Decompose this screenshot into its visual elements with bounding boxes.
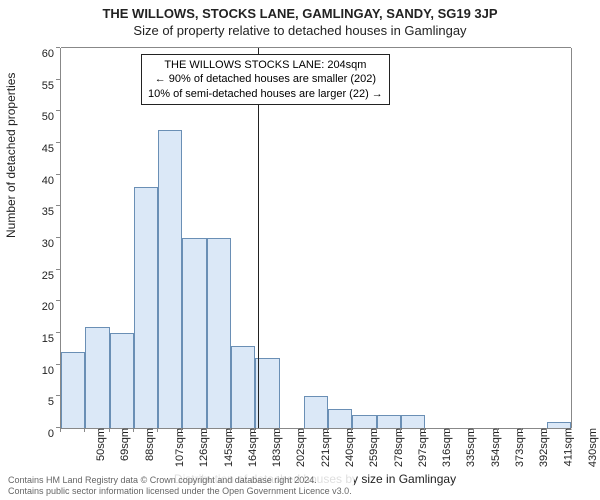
x-tick-label: 202sqm	[296, 428, 308, 467]
y-tick-label: 35	[42, 206, 54, 218]
x-tick-label: 278sqm	[393, 428, 405, 467]
x-tick-label: 164sqm	[247, 428, 259, 467]
annotation-line: THE WILLOWS STOCKS LANE: 204sqm	[148, 58, 383, 72]
x-tick-mark	[133, 428, 134, 432]
x-tick-label: 335sqm	[466, 428, 478, 467]
page-subtitle: Size of property relative to detached ho…	[0, 23, 600, 38]
footer-line: Contains HM Land Registry data © Crown c…	[8, 475, 352, 486]
y-tick-label: 15	[42, 333, 54, 345]
x-tick-mark	[254, 428, 255, 432]
y-tick-label: 45	[42, 143, 54, 155]
x-tick-mark	[303, 428, 304, 432]
histogram-bar	[182, 238, 206, 428]
footer-attribution: Contains HM Land Registry data © Crown c…	[6, 474, 354, 498]
chart-border	[571, 48, 572, 428]
y-tick-label: 50	[42, 111, 54, 123]
x-tick-mark	[521, 428, 522, 432]
x-tick-mark	[351, 428, 352, 432]
x-tick-mark	[230, 428, 231, 432]
y-tick-label: 40	[42, 175, 54, 187]
x-tick-label: 392sqm	[538, 428, 550, 467]
x-tick-mark	[497, 428, 498, 432]
x-tick-mark	[60, 428, 61, 432]
y-tick-label: 55	[42, 80, 54, 92]
histogram-bar	[158, 130, 182, 428]
histogram-bar	[134, 187, 158, 428]
x-tick-mark	[400, 428, 401, 432]
histogram-bar	[110, 333, 134, 428]
x-tick-mark	[279, 428, 280, 432]
histogram-bar	[328, 409, 352, 428]
x-tick-mark	[181, 428, 182, 432]
y-tick-label: 30	[42, 238, 54, 250]
x-tick-mark	[327, 428, 328, 432]
y-tick-label: 0	[48, 428, 54, 440]
x-tick-mark	[449, 428, 450, 432]
x-tick-label: 50sqm	[95, 428, 107, 461]
histogram-chart: THE WILLOWS STOCKS LANE: 204sqm← 90% of …	[60, 48, 571, 429]
x-tick-label: 411sqm	[562, 428, 574, 466]
x-tick-label: 88sqm	[144, 428, 156, 461]
histogram-bar	[377, 415, 401, 428]
histogram-bar	[352, 415, 376, 428]
x-tick-label: 183sqm	[271, 428, 283, 467]
x-tick-mark	[157, 428, 158, 432]
marker-line	[258, 48, 259, 428]
x-tick-label: 259sqm	[368, 428, 380, 467]
x-tick-mark	[473, 428, 474, 432]
x-tick-mark	[424, 428, 425, 432]
footer-line: Contains public sector information licen…	[8, 486, 352, 497]
x-tick-mark	[206, 428, 207, 432]
histogram-bar	[61, 352, 85, 428]
x-tick-label: 373sqm	[514, 428, 526, 467]
chart-border	[61, 47, 571, 48]
page-title: THE WILLOWS, STOCKS LANE, GAMLINGAY, SAN…	[0, 6, 600, 21]
y-tick-label: 5	[48, 396, 54, 408]
histogram-bar	[255, 358, 279, 428]
histogram-bar	[207, 238, 231, 428]
annotation-line: ← 90% of detached houses are smaller (20…	[148, 72, 383, 86]
x-tick-label: 430sqm	[587, 428, 599, 467]
x-tick-label: 145sqm	[223, 428, 235, 467]
y-tick-label: 25	[42, 270, 54, 282]
x-tick-label: 240sqm	[344, 428, 356, 467]
x-tick-mark	[84, 428, 85, 432]
x-tick-label: 69sqm	[119, 428, 131, 461]
histogram-bar	[85, 327, 109, 428]
y-tick-label: 20	[42, 301, 54, 313]
x-tick-mark	[546, 428, 547, 432]
x-tick-label: 297sqm	[417, 428, 429, 467]
y-tick-label: 10	[42, 365, 54, 377]
x-axis: 50sqm 69sqm 88sqm 107sqm 126sqm 145sqm 164sqm 1…	[60, 428, 570, 478]
x-tick-label: 316sqm	[441, 428, 453, 467]
histogram-bar	[401, 415, 425, 428]
y-tick-label: 60	[42, 48, 54, 60]
annotation-box: THE WILLOWS STOCKS LANE: 204sqm← 90% of …	[141, 54, 390, 105]
x-tick-mark	[376, 428, 377, 432]
x-tick-label: 126sqm	[198, 428, 210, 467]
annotation-line: 10% of semi-detached houses are larger (…	[148, 87, 383, 101]
x-tick-mark	[109, 428, 110, 432]
histogram-bar	[231, 346, 255, 428]
x-tick-label: 107sqm	[174, 428, 186, 467]
x-tick-label: 354sqm	[490, 428, 502, 467]
x-tick-label: 221sqm	[320, 428, 332, 467]
histogram-bar	[304, 396, 328, 428]
y-axis: 051015202530354045505560	[0, 48, 60, 428]
